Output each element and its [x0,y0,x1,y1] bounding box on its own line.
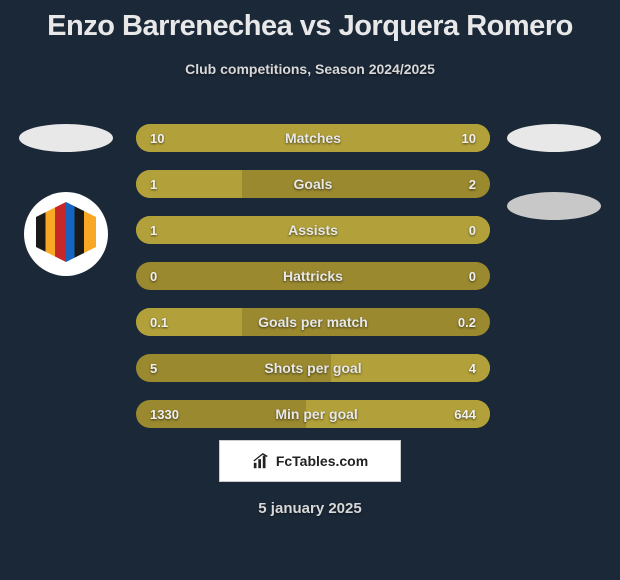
stat-label: Shots per goal [264,360,361,376]
bar-content: 0 Hattricks 0 [136,262,490,290]
stat-label: Assists [288,222,338,238]
club-badge-right [507,192,601,220]
footer-brand-badge[interactable]: FcTables.com [219,440,401,482]
stat-value-left: 1 [150,223,157,238]
stat-row: 0 Hattricks 0 [136,262,490,290]
stat-label: Goals per match [258,314,368,330]
stat-row: 1 Goals 2 [136,170,490,198]
stat-label: Min per goal [275,406,357,422]
bar-content: 1 Assists 0 [136,216,490,244]
stat-row: 1 Assists 0 [136,216,490,244]
chart-icon [252,452,270,470]
player-right-column [502,124,606,220]
player-right-ellipse [507,124,601,152]
stat-row: 0.1 Goals per match 0.2 [136,308,490,336]
stat-value-left: 5 [150,361,157,376]
stat-value-left: 1330 [150,407,179,422]
stat-label: Matches [285,130,341,146]
stat-value-right: 0.2 [458,315,476,330]
stat-label: Goals [294,176,333,192]
page-title: Enzo Barrenechea vs Jorquera Romero [0,0,620,43]
stat-value-right: 644 [454,407,476,422]
stat-row: 10 Matches 10 [136,124,490,152]
stat-value-right: 4 [469,361,476,376]
stat-value-left: 0 [150,269,157,284]
player-left-ellipse [19,124,113,152]
bar-content: 1330 Min per goal 644 [136,400,490,428]
bar-content: 1 Goals 2 [136,170,490,198]
date-label: 5 january 2025 [258,500,361,517]
stat-value-right: 2 [469,177,476,192]
stat-value-right: 0 [469,223,476,238]
stat-value-left: 0.1 [150,315,168,330]
stat-value-right: 10 [462,131,476,146]
stat-value-right: 0 [469,269,476,284]
bar-content: 10 Matches 10 [136,124,490,152]
bar-content: 0.1 Goals per match 0.2 [136,308,490,336]
stat-value-left: 10 [150,131,164,146]
footer-brand-text: FcTables.com [276,453,368,469]
stat-value-left: 1 [150,177,157,192]
stat-label: Hattricks [283,268,343,284]
comparison-bars: 10 Matches 10 1 Goals 2 1 Assists 0 0 Hattricks 0 0.… [136,124,490,428]
stat-row: 1330 Min per goal 644 [136,400,490,428]
subtitle: Club competitions, Season 2024/2025 [0,61,620,77]
club-badge-left [24,192,108,276]
player-left-column [14,124,118,276]
bar-content: 5 Shots per goal 4 [136,354,490,382]
stat-row: 5 Shots per goal 4 [136,354,490,382]
